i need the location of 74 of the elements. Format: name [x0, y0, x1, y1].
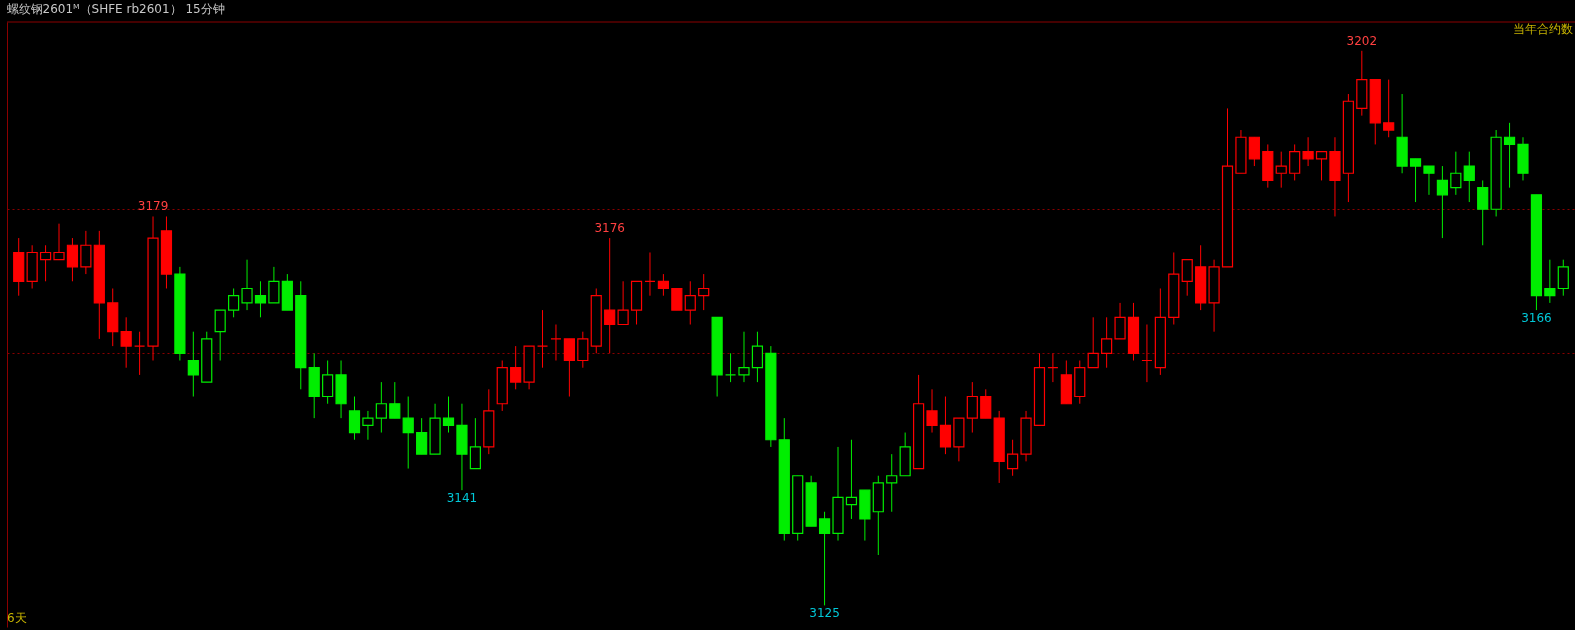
candlestick: [1409, 158, 1422, 203]
candlestick: [644, 251, 656, 297]
candlestick: [939, 396, 952, 455]
chart-title: 螺纹钢2601ᴹ（SHFE rb2601） 15分钟: [6, 1, 225, 16]
candlestick: [228, 287, 240, 318]
candlestick: [1289, 143, 1301, 181]
candlestick: [1141, 324, 1153, 383]
candlestick: [469, 417, 481, 470]
candlestick: [1544, 259, 1556, 304]
candlestick: [563, 338, 575, 398]
candlestick: [1315, 151, 1328, 181]
candlestick: [966, 381, 978, 434]
candlestick: [442, 396, 455, 434]
candlestick: [510, 345, 522, 390]
candlestick: [550, 324, 562, 362]
candlestick: [1383, 79, 1395, 138]
candlestick: [1463, 151, 1475, 203]
candlestick: [617, 280, 629, 326]
annotation: 3141: [446, 491, 478, 506]
candlestick: [402, 396, 414, 470]
candlestick: [66, 237, 79, 282]
candlestick: [268, 266, 280, 304]
candlestick: [1047, 352, 1059, 383]
candlestick: [1275, 151, 1287, 189]
candlestick: [684, 280, 696, 325]
candlestick: [738, 331, 750, 383]
candlestick: [1557, 259, 1569, 297]
candlestick: [1503, 122, 1516, 189]
annotation: 3166: [1521, 311, 1552, 326]
annotation: 3125: [809, 606, 840, 621]
candlestick: [1101, 316, 1113, 369]
candlestick: [577, 331, 589, 369]
candlestick: [1007, 439, 1019, 477]
annotation: 3176: [594, 221, 625, 236]
candlestick: [1114, 302, 1126, 340]
candlestick: [845, 439, 858, 520]
candlestick: [1477, 179, 1489, 246]
candlestick: [818, 511, 831, 606]
candlestick: [751, 331, 764, 383]
candlestick: [1248, 136, 1260, 167]
candlestick: [375, 381, 387, 434]
candlestick: [389, 381, 401, 419]
candlestick: [80, 230, 92, 275]
candlestick: [1302, 136, 1314, 167]
annotation: 3179: [137, 199, 169, 214]
candlestick: [254, 280, 267, 318]
candlestick: [241, 259, 253, 311]
candlestick: [657, 273, 670, 297]
candlestick: [698, 273, 710, 311]
candlestick: [133, 331, 146, 376]
candlestick: [322, 360, 334, 405]
candlestick: [886, 453, 898, 513]
candlestick: [926, 388, 938, 434]
candlestick: [348, 396, 361, 441]
candlestick: [536, 309, 549, 369]
candlestick: [1423, 165, 1435, 196]
candlestick: [604, 237, 616, 354]
candlestick: [1087, 316, 1099, 369]
candlestick: [362, 410, 374, 441]
candlestick: [1436, 165, 1449, 239]
candlestick: [53, 223, 65, 261]
candlestick: [1181, 259, 1193, 297]
candlestick: [39, 244, 52, 282]
annotation: 3202: [1346, 33, 1378, 48]
candlestick: [416, 417, 428, 455]
candlestick: [187, 331, 199, 398]
candlestick: [671, 287, 683, 311]
candlestick: [214, 309, 226, 362]
candlestick: [120, 316, 132, 369]
candlestick: [724, 352, 737, 383]
candlestick: [1450, 151, 1462, 196]
annotation: 6天: [7, 611, 27, 625]
candlestick: [980, 388, 992, 419]
annotation: 当年合约数: [1513, 22, 1573, 36]
